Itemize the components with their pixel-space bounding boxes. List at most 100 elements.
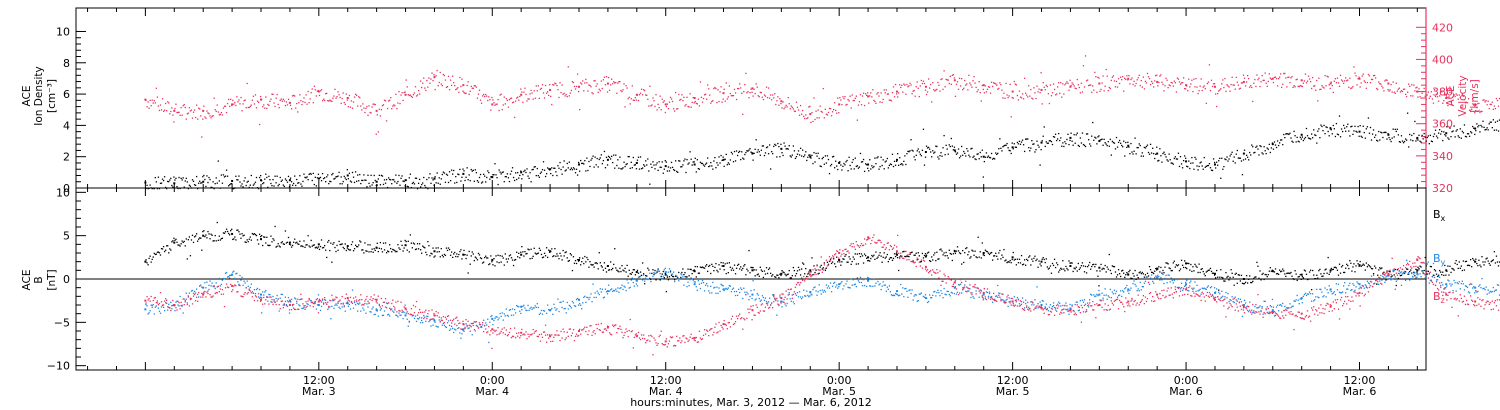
data-point xyxy=(1261,74,1263,77)
data-point xyxy=(1298,85,1300,88)
data-point xyxy=(424,184,426,187)
data-point xyxy=(505,98,507,100)
data-point xyxy=(1206,82,1209,85)
data-point xyxy=(529,172,531,174)
data-point xyxy=(1121,79,1123,81)
data-point xyxy=(1035,97,1037,100)
data-point xyxy=(810,157,812,159)
data-point xyxy=(1403,88,1406,90)
data-point xyxy=(551,103,553,106)
data-point xyxy=(493,102,495,104)
data-point xyxy=(146,106,148,108)
data-point xyxy=(628,96,630,99)
data-point xyxy=(532,168,534,171)
data-point xyxy=(958,77,961,79)
data-point xyxy=(1278,142,1281,144)
data-point xyxy=(798,114,801,116)
data-point xyxy=(1487,100,1489,102)
data-point xyxy=(607,155,610,158)
data-point xyxy=(498,169,500,171)
data-point xyxy=(820,110,822,113)
data-point xyxy=(1172,85,1174,87)
data-point xyxy=(972,156,974,158)
data-point xyxy=(309,172,311,175)
data-point xyxy=(378,108,381,110)
data-point xyxy=(945,144,947,146)
data-point xyxy=(683,96,685,99)
data-point xyxy=(974,82,976,84)
data-point xyxy=(651,166,653,169)
data-point xyxy=(1044,145,1046,148)
data-point xyxy=(1059,139,1061,142)
data-point xyxy=(1240,82,1243,84)
data-point xyxy=(630,98,632,100)
data-point xyxy=(953,79,956,82)
data-point xyxy=(1365,87,1368,89)
data-point xyxy=(987,155,990,157)
data-point xyxy=(1058,82,1060,84)
data-point xyxy=(948,82,950,85)
data-point xyxy=(355,180,358,182)
data-point xyxy=(1071,82,1073,84)
data-point xyxy=(278,183,280,186)
data-point xyxy=(671,166,674,169)
data-point xyxy=(1125,78,1127,81)
data-point xyxy=(377,178,379,180)
data-point xyxy=(284,178,287,180)
data-point xyxy=(838,103,841,106)
data-point xyxy=(150,105,152,107)
data-point xyxy=(418,93,421,95)
data-point xyxy=(988,86,991,88)
data-point xyxy=(1263,79,1265,82)
data-point xyxy=(1417,96,1419,98)
data-point xyxy=(537,174,540,177)
data-point xyxy=(361,179,363,182)
data-point xyxy=(1433,133,1436,135)
data-point xyxy=(1397,134,1400,136)
data-point xyxy=(153,188,155,190)
data-point xyxy=(221,182,224,184)
data-point xyxy=(1151,82,1154,84)
data-point xyxy=(958,157,961,159)
data-point xyxy=(443,172,446,174)
data-point xyxy=(773,145,775,148)
data-point xyxy=(1469,131,1472,133)
data-point xyxy=(655,94,657,96)
data-point xyxy=(745,151,747,154)
data-point xyxy=(1286,133,1288,135)
data-point xyxy=(316,90,319,92)
data-point xyxy=(161,178,164,180)
data-point xyxy=(701,101,704,103)
data-point xyxy=(729,159,732,161)
data-point xyxy=(164,186,167,189)
data-point xyxy=(1202,168,1204,170)
data-point xyxy=(175,177,177,180)
data-point xyxy=(1199,162,1201,164)
data-point xyxy=(1103,138,1105,141)
data-point xyxy=(183,186,185,188)
data-point xyxy=(923,164,926,166)
data-point xyxy=(1076,132,1078,134)
data-point xyxy=(782,154,784,157)
data-point xyxy=(1064,141,1066,143)
data-point xyxy=(1394,92,1396,94)
data-point xyxy=(606,164,609,166)
data-point xyxy=(678,160,680,162)
data-point xyxy=(489,178,491,180)
data-point xyxy=(625,163,627,166)
data-point xyxy=(1410,139,1412,141)
data-point xyxy=(1474,103,1477,106)
data-point xyxy=(1074,87,1076,89)
data-point xyxy=(558,167,560,169)
data-point xyxy=(413,92,416,94)
data-point xyxy=(1007,97,1009,99)
data-point xyxy=(946,79,948,81)
series-0 xyxy=(144,112,1500,190)
data-point xyxy=(1236,81,1238,83)
data-point xyxy=(608,156,611,159)
data-point xyxy=(1460,137,1462,139)
data-point xyxy=(965,84,967,86)
data-point xyxy=(1115,80,1118,83)
data-point xyxy=(418,178,421,181)
